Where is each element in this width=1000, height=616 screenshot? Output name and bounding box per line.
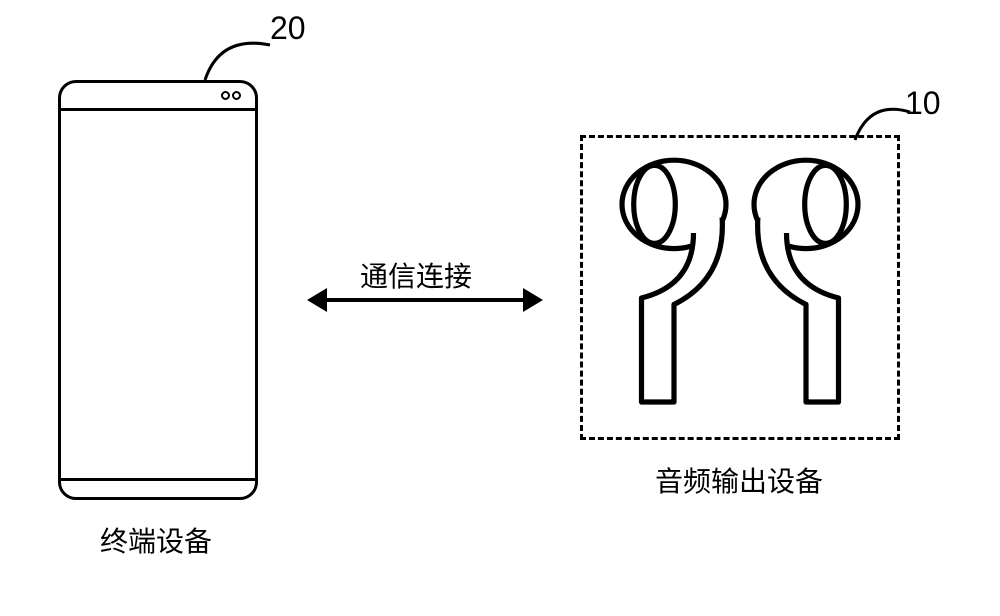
earbud-right-icon <box>745 155 880 415</box>
connection-label: 通信连接 <box>360 255 472 295</box>
earbud-left-icon <box>600 155 735 415</box>
camera-dot <box>221 91 230 100</box>
phone-camera-dots <box>221 91 241 100</box>
diagram-canvas: 20 终端设备 10 音频输出设备 通信连接 <box>0 0 1000 616</box>
camera-dot <box>232 91 241 100</box>
callout-20-line <box>200 30 280 90</box>
earbuds-label: 音频输出设备 <box>655 460 823 500</box>
callout-20-number: 20 <box>270 10 306 47</box>
phone-top-divider <box>61 108 255 111</box>
arrow-head-left <box>307 288 327 312</box>
phone-outline <box>58 80 258 500</box>
phone-bottom-divider <box>61 478 255 481</box>
arrow-head-right <box>523 288 543 312</box>
callout-10-number: 10 <box>905 85 941 122</box>
phone-label: 终端设备 <box>100 520 212 560</box>
connection-line <box>325 298 525 302</box>
